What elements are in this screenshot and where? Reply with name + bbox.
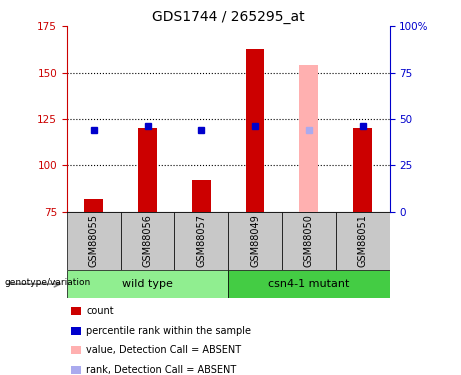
Bar — [192, 180, 211, 212]
Bar — [174, 212, 228, 270]
Text: GSM88051: GSM88051 — [358, 214, 368, 267]
Text: genotype/variation: genotype/variation — [5, 278, 91, 286]
Bar — [67, 270, 228, 298]
Bar — [228, 212, 282, 270]
Text: GSM88049: GSM88049 — [250, 214, 260, 267]
Bar — [121, 212, 174, 270]
Bar — [336, 212, 390, 270]
Bar — [353, 128, 372, 212]
Bar — [228, 270, 390, 298]
Bar — [67, 212, 121, 270]
Text: value, Detection Call = ABSENT: value, Detection Call = ABSENT — [86, 345, 241, 355]
Bar — [138, 128, 157, 212]
Text: rank, Detection Call = ABSENT: rank, Detection Call = ABSENT — [86, 365, 236, 375]
Text: percentile rank within the sample: percentile rank within the sample — [86, 326, 251, 336]
Bar — [84, 199, 103, 212]
Bar — [300, 65, 318, 212]
Text: csn4-1 mutant: csn4-1 mutant — [268, 279, 349, 289]
Title: GDS1744 / 265295_at: GDS1744 / 265295_at — [152, 10, 305, 24]
Text: GSM88057: GSM88057 — [196, 214, 207, 267]
Bar — [282, 212, 336, 270]
Text: count: count — [86, 306, 114, 316]
Text: GSM88050: GSM88050 — [304, 214, 314, 267]
Bar — [246, 48, 265, 212]
Text: GSM88055: GSM88055 — [89, 214, 99, 267]
Text: wild type: wild type — [122, 279, 173, 289]
Text: GSM88056: GSM88056 — [142, 214, 153, 267]
